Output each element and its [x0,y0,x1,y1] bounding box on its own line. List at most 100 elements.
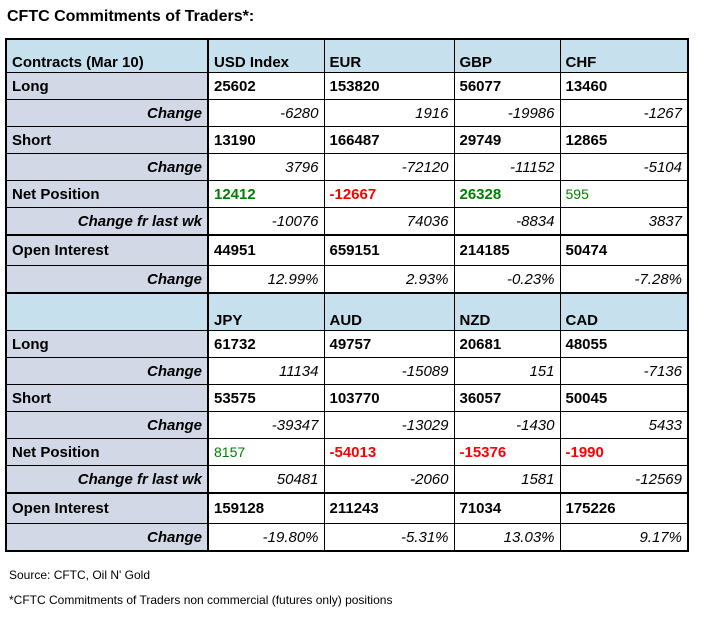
table-row-change-fr-last-wk: Change fr last wk 50481 -2060 1581 -1256… [5,465,689,494]
column-header-aud: AUD [323,292,455,331]
column-header-jpy: JPY [207,292,325,331]
table-row-long-change: Change -6280 1916 -19986 -1267 [5,99,689,127]
data-cell: 175226 [559,492,689,524]
table-row-short-change: Change 3796 -72120 -11152 -5104 [5,153,689,181]
row-label-change: Change [5,99,209,127]
data-cell: 659151 [323,234,455,266]
row-label-change: Change [5,153,209,181]
data-cell: 12865 [559,126,689,154]
data-cell: -7.28% [559,265,689,294]
table-header-row: JPY AUD NZD CAD [5,292,689,331]
row-label-long: Long [5,72,209,100]
table-row-net-position: Net Position 12412 -12667 26328 595 [5,180,689,208]
data-cell: -11152 [453,153,561,181]
data-cell: -1267 [559,99,689,127]
data-cell: -8834 [453,207,561,236]
row-label-long: Long [5,330,209,358]
net-position-cell: -12667 [323,180,455,208]
table-row-net-position: Net Position 8157 -54013 -15376 -1990 [5,438,689,466]
data-cell: -6280 [207,99,325,127]
data-cell: 11134 [207,357,325,385]
column-header-usd: USD Index [207,38,325,73]
row-label-change: Change [5,357,209,385]
net-position-cell: 26328 [453,180,561,208]
data-cell: -10076 [207,207,325,236]
net-position-cell: 8157 [207,438,325,466]
row-label-open-interest: Open Interest [5,234,209,266]
data-cell: 49757 [323,330,455,358]
data-cell: -2060 [323,465,455,494]
table-row-change-fr-last-wk: Change fr last wk -10076 74036 -8834 383… [5,207,689,236]
page: CFTC Commitments of Traders*: Contracts … [5,8,712,607]
data-cell: 103770 [323,384,455,412]
row-label-change-fr-last-wk: Change fr last wk [5,207,209,236]
table-row-long-change: Change 11134 -15089 151 -7136 [5,357,689,385]
column-header-cad: CAD [559,292,689,331]
row-label-net-position: Net Position [5,180,209,208]
data-cell: 3837 [559,207,689,236]
table-row-short-change: Change -39347 -13029 -1430 5433 [5,411,689,439]
data-cell: -19.80% [207,523,325,552]
footnote: *CFTC Commitments of Traders non commerc… [9,593,393,607]
data-cell: -0.23% [453,265,561,294]
data-cell: 13.03% [453,523,561,552]
data-cell: -15089 [323,357,455,385]
data-cell: 151 [453,357,561,385]
data-cell: 9.17% [559,523,689,552]
data-cell: -13029 [323,411,455,439]
header-blank [5,292,209,331]
table-row-long: Long 61732 49757 20681 48055 [5,330,689,358]
data-cell: 5433 [559,411,689,439]
data-cell: -5.31% [323,523,455,552]
data-cell: 211243 [323,492,455,524]
data-cell: 159128 [207,492,325,524]
row-label-change: Change [5,265,209,294]
table-row-short: Short 13190 166487 29749 12865 [5,126,689,154]
table-header-row: Contracts (Mar 10) USD Index EUR GBP CHF [5,38,689,73]
column-header-chf: CHF [559,38,689,73]
data-cell: -19986 [453,99,561,127]
source-note: Source: CFTC, Oil N' Gold [9,568,150,582]
data-cell: 74036 [323,207,455,236]
column-header-gbp: GBP [453,38,561,73]
cot-table: Contracts (Mar 10) USD Index EUR GBP CHF… [5,38,689,552]
data-cell: 1916 [323,99,455,127]
data-cell: 12.99% [207,265,325,294]
data-cell: 1581 [453,465,561,494]
data-cell: 71034 [453,492,561,524]
row-label-open-interest: Open Interest [5,492,209,524]
table-row-short: Short 53575 103770 36057 50045 [5,384,689,412]
data-cell: 153820 [323,72,455,100]
net-position-cell: 12412 [207,180,325,208]
footer: Source: CFTC, Oil N' Gold *CFTC Commitme… [9,568,712,607]
data-cell: -39347 [207,411,325,439]
net-position-cell: -54013 [323,438,455,466]
net-position-cell: -15376 [453,438,561,466]
data-cell: 50481 [207,465,325,494]
data-cell: 53575 [207,384,325,412]
data-cell: 13460 [559,72,689,100]
data-cell: 50045 [559,384,689,412]
data-cell: -72120 [323,153,455,181]
row-label-short: Short [5,384,209,412]
data-cell: -5104 [559,153,689,181]
data-cell: 29749 [453,126,561,154]
data-cell: 13190 [207,126,325,154]
data-cell: 48055 [559,330,689,358]
page-title: CFTC Commitments of Traders*: [7,8,255,25]
data-cell: 61732 [207,330,325,358]
data-cell: 56077 [453,72,561,100]
table-row-open-interest: Open Interest 159128 211243 71034 175226 [5,492,689,524]
header-contracts: Contracts (Mar 10) [5,38,209,73]
table-row-long: Long 25602 153820 56077 13460 [5,72,689,100]
table-row-oi-change: Change -19.80% -5.31% 13.03% 9.17% [5,523,689,552]
data-cell: -7136 [559,357,689,385]
data-cell: 50474 [559,234,689,266]
data-cell: 3796 [207,153,325,181]
table-row-open-interest: Open Interest 44951 659151 214185 50474 [5,234,689,266]
data-cell: 25602 [207,72,325,100]
row-label-change-fr-last-wk: Change fr last wk [5,465,209,494]
data-cell: 166487 [323,126,455,154]
column-header-nzd: NZD [453,292,561,331]
row-label-change: Change [5,523,209,552]
